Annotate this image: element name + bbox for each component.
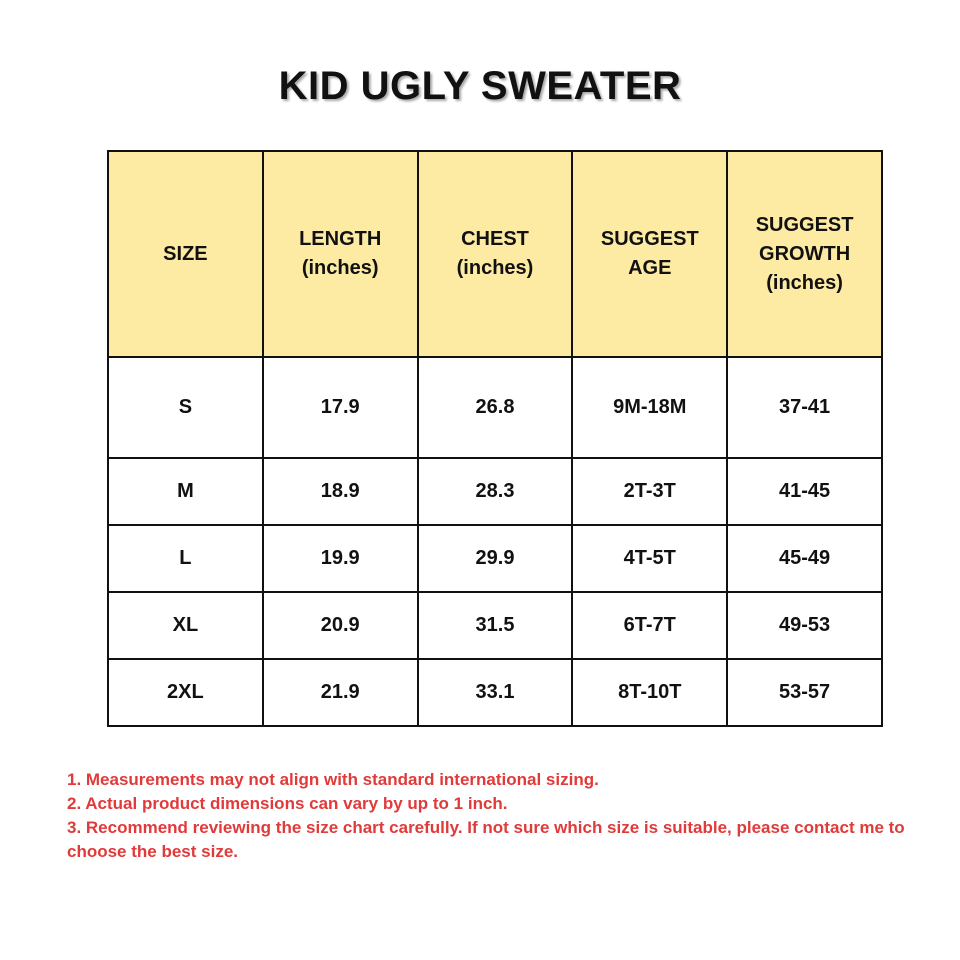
header-text: GROWTH	[759, 242, 851, 265]
header-cell: SIZE	[107, 150, 264, 358]
table-cell: 21.9	[261, 658, 419, 727]
table-cell: 2XL	[107, 658, 264, 727]
table-cell: 9M-18M	[571, 356, 729, 459]
table-cell: 17.9	[261, 356, 419, 459]
title: KID UGLY SWEATER	[278, 64, 682, 108]
header-cell: CHEST (inches)	[416, 150, 574, 358]
table-cell: 20.9	[261, 591, 419, 660]
table-cell: 41-45	[726, 457, 883, 526]
table-cell: XL	[107, 591, 264, 660]
notes: 1. Measurements may not align with stand…	[67, 768, 957, 864]
header-text: (inches)	[456, 257, 534, 279]
header-text: LENGTH	[299, 228, 382, 250]
table-cell: 6T-7T	[571, 591, 729, 660]
header-text: (inches)	[766, 271, 843, 294]
table-cell: 8T-10T	[571, 658, 729, 727]
table-cell: 49-53	[726, 591, 883, 660]
table-cell: 37-41	[726, 356, 883, 459]
table-cell: 4T-5T	[571, 524, 729, 593]
table-cell: 53-57	[726, 658, 883, 727]
table-cell: 31.5	[416, 591, 574, 660]
table-cell: 28.3	[416, 457, 574, 526]
header-cell: LENGTH (inches)	[261, 150, 419, 358]
table-cell: 2T-3T	[571, 457, 729, 526]
table-cell: 19.9	[261, 524, 419, 593]
header-cell: SUGGEST AGE	[571, 150, 729, 358]
table-row: 2XL 21.9 33.1 8T-10T 53-57	[107, 658, 883, 727]
note: 1. Measurements may not align with stand…	[67, 770, 599, 789]
note: 2. Actual product dimensions can vary by…	[67, 794, 508, 813]
table-row: XL 20.9 31.5 6T-7T 49-53	[107, 591, 883, 660]
header-text: AGE	[628, 257, 672, 279]
table-cell: 33.1	[416, 658, 574, 727]
table-cell: 45-49	[726, 524, 883, 593]
header-row: SIZE LENGTH (inches) CHEST (inches) SUGGEST AG…	[107, 150, 883, 358]
header-text: SUGGEST	[755, 213, 854, 236]
header-cell: SUGGEST GROWTH (inches)	[726, 150, 883, 358]
header-text: (inches)	[301, 257, 379, 279]
table-cell: L	[107, 524, 264, 593]
table-body: S 17.9 26.8 9M-18M 37-41 M 18.9 28.3 2T-3T 41-45 L…	[107, 356, 883, 727]
table-row: S 17.9 26.8 9M-18M 37-41	[107, 356, 883, 459]
table-cell: 26.8	[416, 356, 574, 459]
table-row: L 19.9 29.9 4T-5T 45-49	[107, 524, 883, 593]
size-table: SIZE LENGTH (inches) CHEST (inches) SUGGEST AG…	[107, 150, 883, 727]
note: 3. Recommend reviewing the size chart ca…	[67, 818, 905, 861]
header-text: CHEST	[461, 228, 529, 250]
table-cell: M	[107, 457, 264, 526]
table-cell: S	[107, 356, 264, 459]
header-text: SIZE	[163, 242, 208, 265]
table-cell: 29.9	[416, 524, 574, 593]
header-text: SUGGEST	[600, 228, 699, 250]
table-row: M 18.9 28.3 2T-3T 41-45	[107, 457, 883, 526]
table-cell: 18.9	[261, 457, 419, 526]
